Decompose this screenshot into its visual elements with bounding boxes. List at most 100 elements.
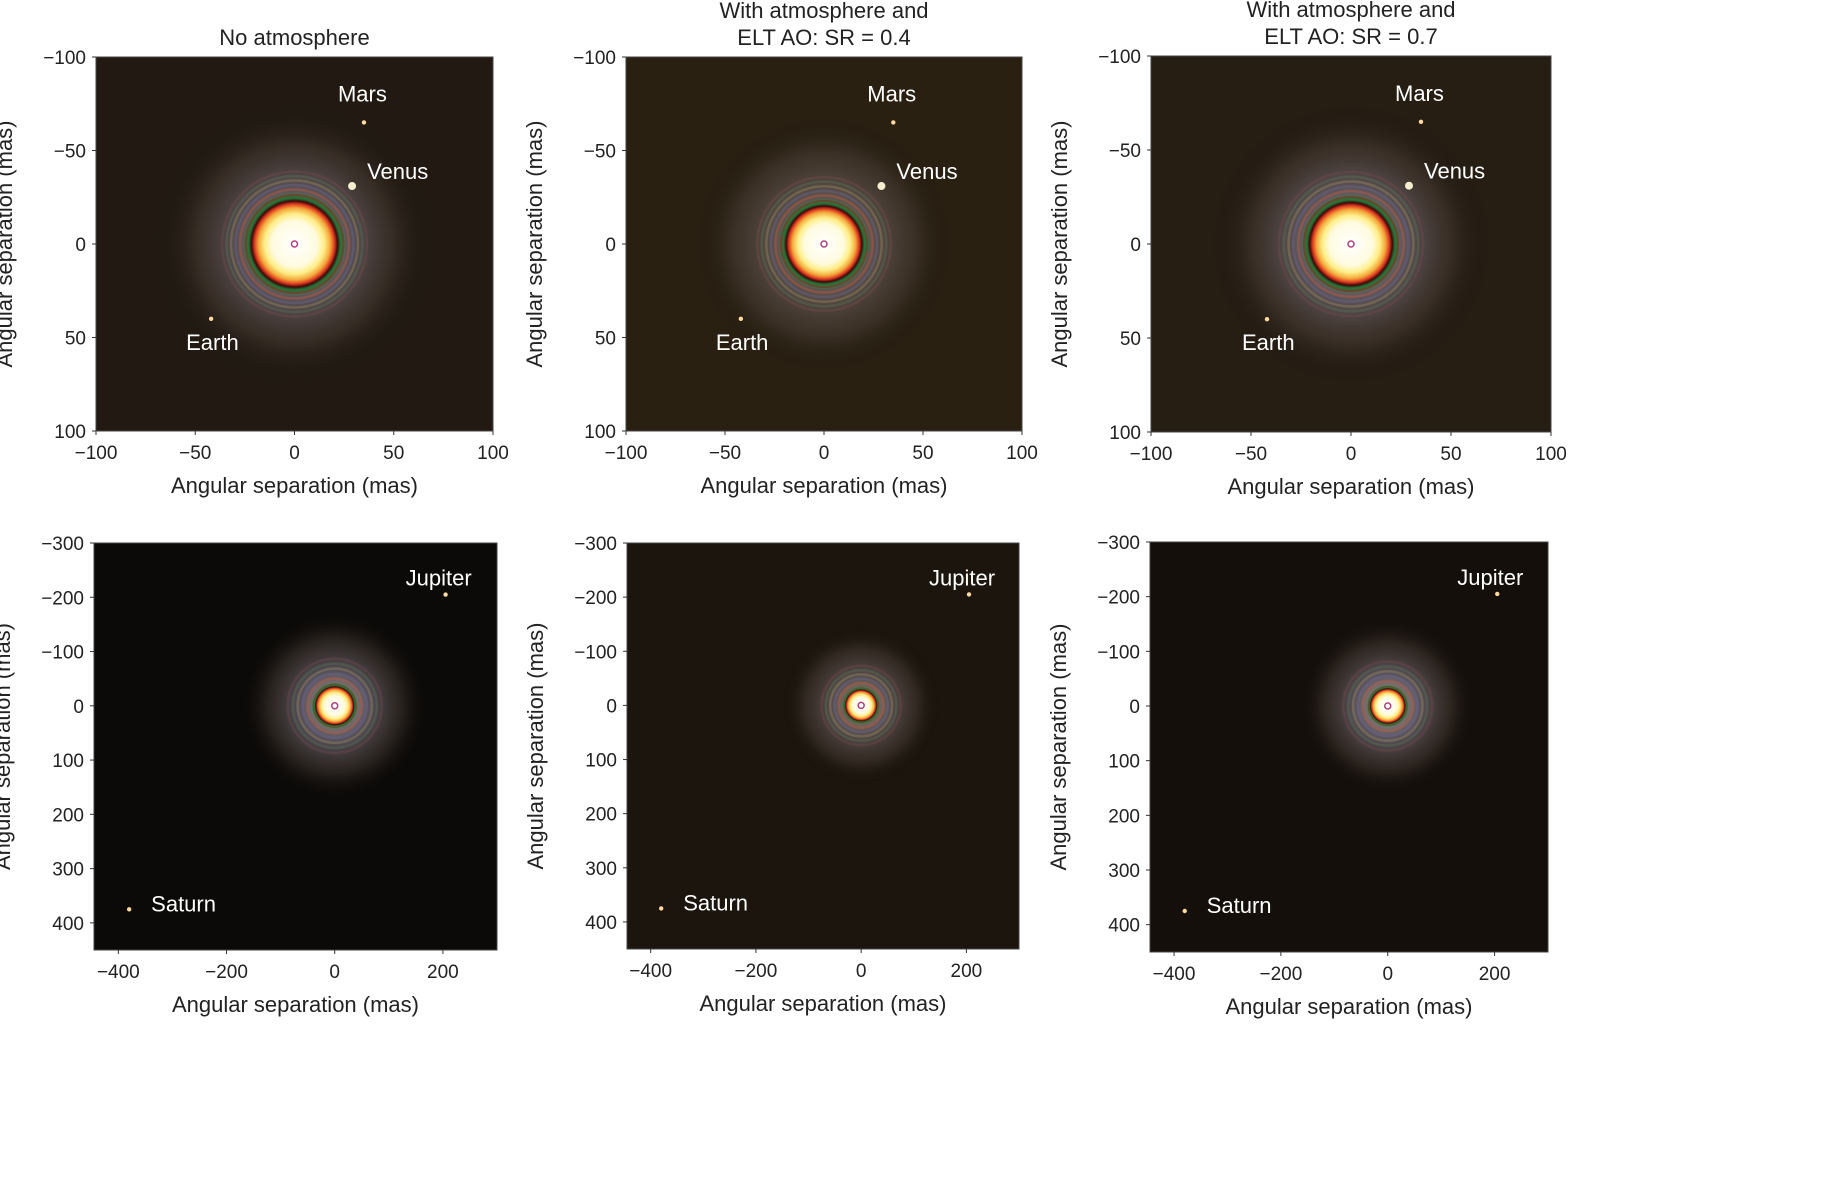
star-center	[857, 701, 865, 710]
x-axis-label: Angular separation (mas)	[171, 473, 418, 498]
star-image	[1211, 104, 1491, 384]
x-tick-label: −200	[205, 962, 248, 983]
star-image	[1297, 616, 1478, 796]
star-center	[330, 702, 339, 710]
diffraction-ring	[296, 667, 374, 745]
diffraction-ring	[755, 175, 893, 313]
y-axis-label: Angular separation (mas)	[1047, 120, 1072, 367]
x-tick-label: 200	[951, 961, 983, 982]
y-tick-label: −100	[41, 643, 84, 664]
x-tick-label: 50	[383, 443, 404, 464]
y-axis-label: Angular separation (mas)	[523, 622, 548, 869]
y-tick-label: −50	[1109, 141, 1141, 162]
panel-frame	[1149, 541, 1549, 953]
panel-4: Jupiter Saturn −400 −200 0 200 −300 −200 −100 0 10…	[0, 534, 498, 1017]
planet-label-saturn: Saturn	[1207, 893, 1272, 918]
y-tick-label: 200	[52, 805, 84, 826]
y-tick-label: −200	[574, 588, 617, 609]
y-tick-label: −50	[584, 142, 616, 163]
x-axis-label: Angular separation (mas)	[172, 992, 419, 1017]
star-core	[312, 683, 357, 728]
planet-earth	[1264, 317, 1270, 322]
planet-jupiter	[1495, 591, 1500, 597]
planet-mars	[891, 120, 896, 125]
x-tick-label: 50	[1440, 444, 1461, 465]
diffraction-ring	[1351, 670, 1424, 742]
star-core	[780, 200, 868, 288]
y-tick-label: 0	[75, 235, 86, 256]
planet-label-mars: Mars	[867, 81, 916, 106]
diffraction-ring	[225, 174, 364, 314]
x-axis-label: Angular separation (mas)	[1227, 474, 1474, 499]
x-tick-label: −200	[1259, 964, 1302, 985]
x-tick-label: −100	[605, 443, 648, 464]
planet-jupiter	[966, 592, 972, 597]
diffraction-ring	[774, 194, 874, 294]
y-tick-label: −100	[573, 48, 616, 69]
planet-venus	[877, 182, 886, 191]
diffraction-ring	[1296, 189, 1406, 299]
y-tick-label: 300	[585, 859, 617, 880]
x-tick-label: 0	[1382, 964, 1393, 985]
y-axis-label: Angular separation (mas)	[0, 120, 17, 367]
planet-earth	[208, 316, 214, 321]
y-tick-label: 200	[585, 805, 617, 826]
diffraction-ring	[1287, 180, 1415, 308]
y-tick-label: −50	[54, 142, 86, 163]
planet-label-mars: Mars	[1395, 81, 1444, 106]
y-tick-label: 0	[605, 235, 616, 256]
diffraction-ring	[1361, 679, 1414, 733]
panel-title: No atmosphere	[219, 25, 369, 50]
planet-label-earth: Earth	[1242, 330, 1295, 355]
star-core	[843, 687, 880, 724]
y-tick-label: −200	[41, 588, 84, 609]
x-axis-label: Angular separation (mas)	[700, 473, 947, 498]
diffraction-ring	[769, 189, 879, 299]
x-tick-label: −100	[1130, 444, 1173, 465]
x-tick-label: −400	[97, 962, 140, 983]
panel-title: With atmosphere and	[719, 0, 928, 23]
planet-jupiter	[443, 592, 448, 597]
y-tick-label: −200	[1097, 588, 1140, 609]
planet-label-earth: Earth	[186, 330, 239, 355]
diffraction-ring	[291, 662, 379, 750]
x-axis-label: Angular separation (mas)	[1225, 994, 1472, 1019]
diffraction-ring	[765, 185, 883, 303]
panel-title: With atmosphere and	[1246, 0, 1455, 22]
x-tick-label: −50	[179, 443, 211, 464]
planet-label-jupiter: Jupiter	[1457, 565, 1523, 590]
x-tick-label: −100	[75, 443, 118, 464]
x-axis-label: Angular separation (mas)	[699, 991, 946, 1016]
panel-frame	[93, 542, 498, 951]
diffraction-ring	[1282, 175, 1420, 313]
planet-saturn	[659, 906, 664, 911]
x-tick-label: 0	[1346, 444, 1357, 465]
planet-label-jupiter: Jupiter	[929, 565, 995, 590]
planet-label-saturn: Saturn	[683, 890, 748, 915]
x-tick-label: 0	[819, 443, 830, 464]
y-tick-label: −100	[1098, 47, 1141, 68]
diffraction-ring	[820, 664, 903, 747]
panel-title: ELT AO: SR = 0.4	[737, 25, 910, 50]
y-tick-label: 300	[1108, 861, 1140, 882]
star-core	[1367, 686, 1408, 726]
y-tick-label: 50	[1120, 329, 1141, 350]
diffraction-ring	[306, 677, 364, 735]
diffraction-ring	[824, 668, 898, 742]
y-tick-label: 400	[1108, 916, 1140, 937]
x-tick-label: 50	[912, 443, 933, 464]
y-tick-label: 100	[585, 751, 617, 772]
y-tick-label: 400	[52, 914, 84, 935]
star-image	[781, 625, 942, 786]
diffraction-ring	[238, 188, 351, 300]
planet-label-venus: Venus	[896, 159, 957, 184]
star-center	[820, 240, 828, 248]
diffraction-ring	[828, 673, 894, 738]
planet-venus	[348, 182, 357, 191]
diffraction-ring	[1341, 660, 1434, 752]
diffraction-ring	[229, 179, 360, 309]
y-tick-label: 50	[65, 329, 86, 350]
x-tick-label: −50	[709, 443, 741, 464]
x-tick-label: −400	[629, 961, 672, 982]
